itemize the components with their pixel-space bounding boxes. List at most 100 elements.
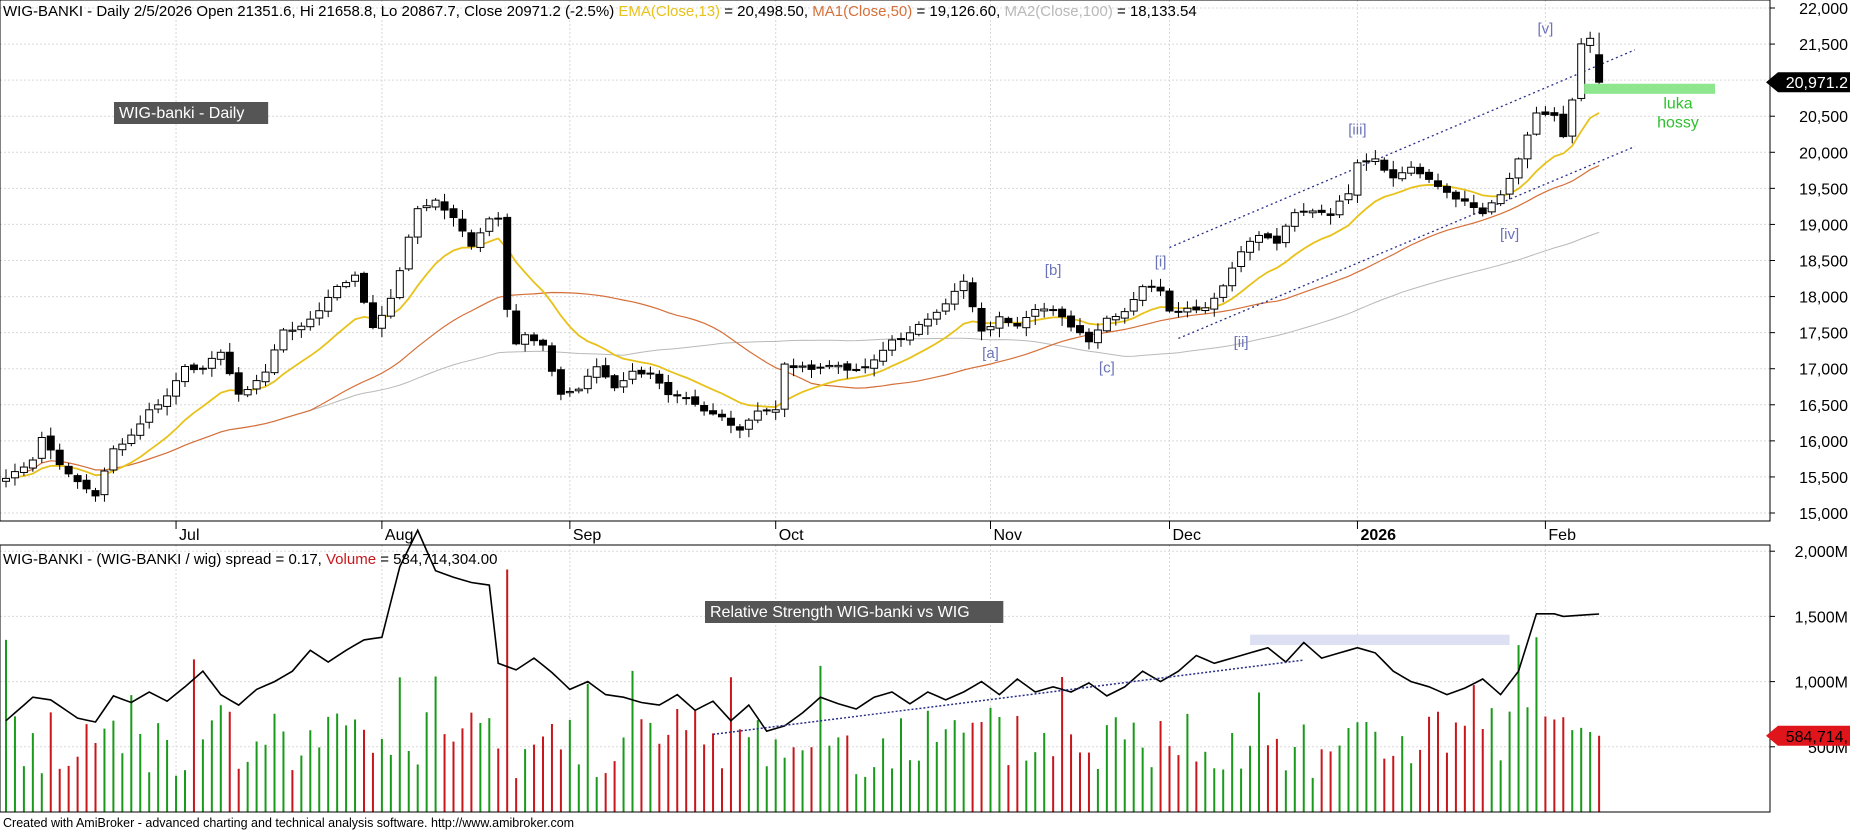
candle-down <box>556 369 565 395</box>
candle-down <box>610 375 619 389</box>
candle-down <box>440 201 449 211</box>
wave-label: [v] <box>1537 20 1553 37</box>
candle-up <box>252 380 261 390</box>
candle-up <box>2 477 10 482</box>
candle-up <box>1120 311 1129 319</box>
header-part: = 20,498.50, <box>720 3 812 20</box>
luka-label-line: luka <box>1663 95 1692 112</box>
candle-up <box>1523 134 1532 160</box>
volume-bars <box>5 569 1601 812</box>
candle-up <box>905 332 914 341</box>
candle-up <box>771 409 780 413</box>
candle-down <box>700 405 709 412</box>
candle-up <box>628 370 637 380</box>
candle-up <box>950 290 959 305</box>
header-part: EMA(Close,13) <box>618 3 720 20</box>
channel-upper-line <box>1169 49 1636 249</box>
candle-up <box>941 303 950 312</box>
candle-up <box>932 311 941 320</box>
candle-up <box>333 285 342 299</box>
month-label: Jul <box>179 527 199 544</box>
volume-tick-label: 2,000M <box>1795 544 1848 561</box>
candle-up <box>825 364 834 368</box>
candle-up <box>19 466 28 473</box>
candle-up <box>914 323 923 335</box>
candle-down <box>1425 171 1434 180</box>
elliott-channel <box>1169 49 1636 340</box>
candle-up <box>780 363 789 410</box>
luka-label-line: hossy <box>1657 114 1699 131</box>
candle-down <box>789 365 798 369</box>
price-tick-label: 16,000 <box>1799 434 1848 451</box>
candle-up <box>207 357 216 369</box>
wave-label: [iv] <box>1500 226 1519 243</box>
candle-up <box>521 334 530 345</box>
candle-up <box>1111 315 1120 321</box>
month-label: Feb <box>1548 527 1576 544</box>
month-label: Nov <box>994 527 1022 544</box>
candle-up <box>897 338 905 341</box>
candle-up <box>1102 317 1111 332</box>
candle-up <box>297 325 306 331</box>
candle-up <box>1335 200 1344 216</box>
candle-down <box>512 310 521 345</box>
candle-up <box>1308 210 1317 214</box>
header-part: = 18,133.54 <box>1113 3 1197 20</box>
candle-down <box>1263 233 1272 239</box>
price-tick-label: 16,500 <box>1799 398 1848 415</box>
volume-tick-label: 1,500M <box>1795 609 1848 626</box>
candle-down <box>1326 213 1335 216</box>
candle-down <box>1460 198 1469 202</box>
candle-up <box>995 316 1004 329</box>
candle-up <box>154 404 163 410</box>
wave-label: [b] <box>1045 262 1062 279</box>
candle-up <box>753 410 762 421</box>
candle-up <box>1031 308 1040 317</box>
candle-up <box>574 388 583 392</box>
candle-up <box>1514 158 1523 179</box>
candle-down <box>1067 315 1076 328</box>
rs-resistance-band <box>1250 634 1510 646</box>
candle-up <box>136 423 145 436</box>
candle-down <box>601 365 610 378</box>
candle-up <box>1281 225 1290 244</box>
candle-up <box>1138 286 1147 301</box>
candle-up <box>619 380 628 388</box>
candle-down <box>46 435 55 451</box>
last-price-tag <box>1766 72 1850 93</box>
candle-down <box>1559 113 1568 138</box>
candle-up <box>1362 160 1371 163</box>
header-part: = 19,126.60, <box>912 3 1004 20</box>
moving-average-lines <box>14 112 1600 479</box>
candle-up <box>386 297 395 317</box>
candle-up <box>28 459 37 469</box>
candle-up <box>243 389 252 396</box>
price-tick-label: 19,000 <box>1799 217 1848 234</box>
header-part: WIG-BANKI - (WIG-BANKI / wig) spread = 0… <box>3 551 326 568</box>
candle-up <box>127 434 136 445</box>
candle-down <box>1434 180 1442 187</box>
wave-label: [a] <box>982 345 999 362</box>
luka-gap-zone <box>1584 83 1715 94</box>
candle-down <box>503 216 512 310</box>
month-label: 2026 <box>1360 527 1396 544</box>
candle-up <box>1505 177 1514 195</box>
candle-up <box>986 326 995 331</box>
candle-up <box>1174 310 1183 313</box>
candle-up <box>1398 172 1407 180</box>
candle-down <box>718 413 726 418</box>
candle-down <box>467 232 476 247</box>
candle-up <box>109 448 118 471</box>
candle-up <box>1040 308 1049 312</box>
candle-up <box>377 314 386 329</box>
candle-down <box>977 307 986 332</box>
price-tick-label: 21,500 <box>1799 37 1848 54</box>
candle-down <box>1013 322 1022 327</box>
candle-down <box>64 465 73 475</box>
price-tick-label: 17,500 <box>1799 326 1848 343</box>
candle-up <box>216 351 225 360</box>
wave-label: [ii] <box>1234 334 1249 351</box>
candle-down <box>1156 286 1165 292</box>
candle-down <box>530 334 539 342</box>
